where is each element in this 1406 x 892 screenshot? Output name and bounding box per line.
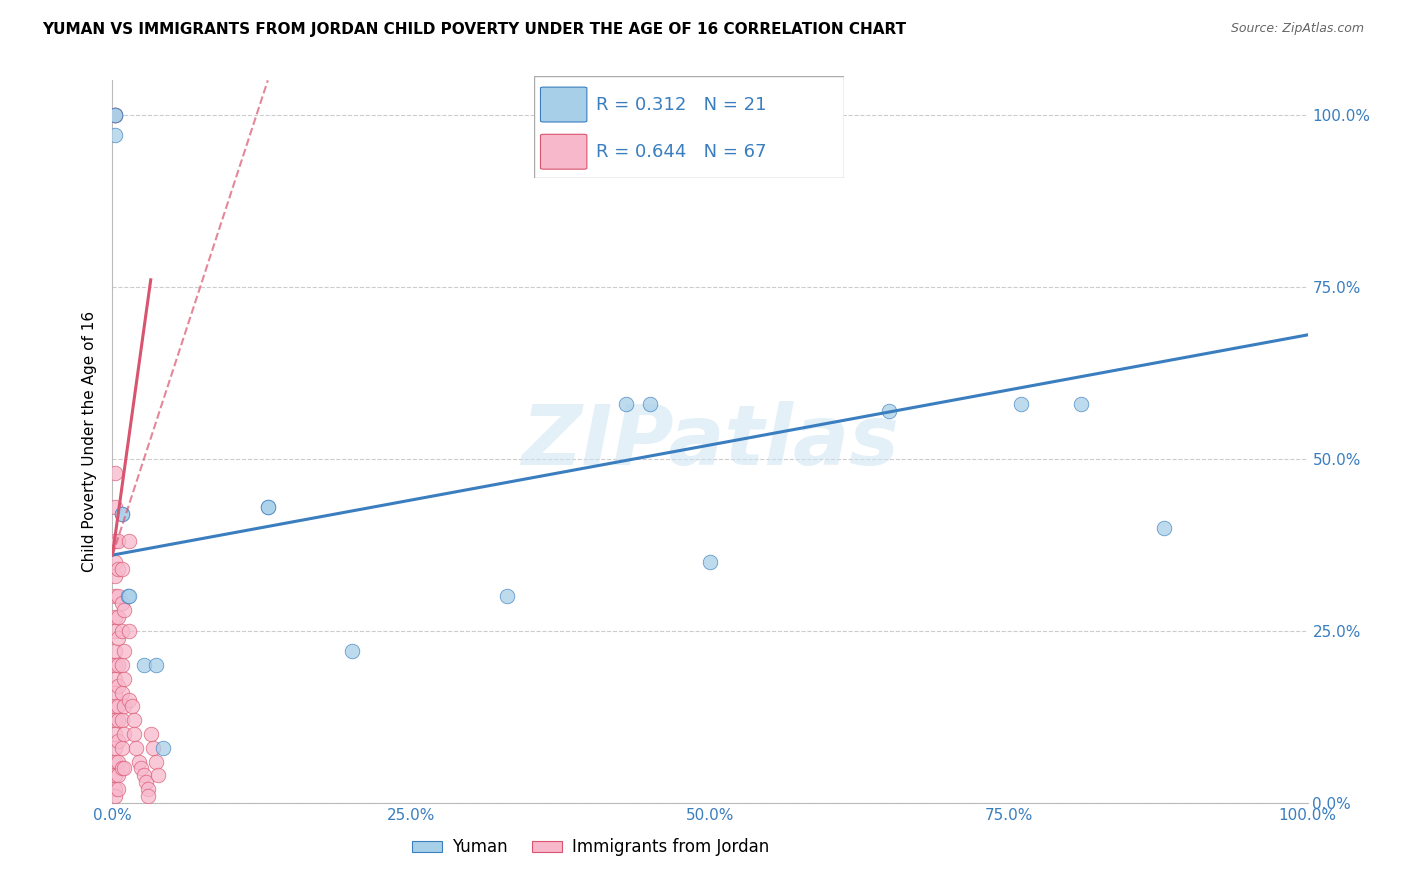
Point	[135, 775, 157, 789]
Point	[104, 740, 127, 755]
Point	[107, 534, 129, 549]
Point	[107, 782, 129, 797]
Point	[128, 755, 150, 769]
Point	[107, 610, 129, 624]
Point	[152, 740, 174, 755]
Point	[104, 624, 127, 638]
Point	[107, 631, 129, 645]
Point	[107, 734, 129, 748]
Point	[142, 740, 165, 755]
Point	[104, 568, 127, 582]
Point	[104, 672, 127, 686]
Point	[107, 713, 129, 727]
Point	[104, 108, 127, 122]
Text: R = 0.644   N = 67: R = 0.644 N = 67	[596, 143, 766, 161]
Point	[104, 644, 127, 658]
Point	[111, 596, 134, 610]
Point	[117, 590, 139, 604]
Point	[122, 727, 145, 741]
Point	[104, 590, 127, 604]
Point	[107, 679, 129, 693]
Point	[104, 108, 127, 122]
Point	[139, 727, 162, 741]
Point	[1010, 397, 1032, 411]
Point	[114, 727, 135, 741]
Point	[1153, 520, 1175, 534]
Point	[104, 610, 127, 624]
Point	[1070, 397, 1092, 411]
Point	[114, 603, 135, 617]
Point	[118, 534, 141, 549]
Point	[879, 403, 901, 417]
Point	[111, 761, 134, 775]
Point	[340, 644, 363, 658]
Point	[104, 555, 127, 569]
Point	[107, 699, 129, 714]
Point	[132, 768, 155, 782]
Point	[257, 500, 280, 514]
Point	[107, 562, 129, 576]
Point	[111, 658, 134, 673]
Point	[114, 699, 135, 714]
Point	[104, 108, 127, 122]
Point	[699, 555, 721, 569]
Point	[107, 658, 129, 673]
Text: R = 0.312   N = 21: R = 0.312 N = 21	[596, 95, 766, 113]
FancyBboxPatch shape	[540, 87, 586, 122]
Point	[114, 672, 135, 686]
Point	[104, 658, 127, 673]
Text: ZIPatlas: ZIPatlas	[522, 401, 898, 482]
Point	[107, 590, 129, 604]
Point	[138, 789, 160, 803]
Text: YUMAN VS IMMIGRANTS FROM JORDAN CHILD POVERTY UNDER THE AGE OF 16 CORRELATION CH: YUMAN VS IMMIGRANTS FROM JORDAN CHILD PO…	[42, 22, 907, 37]
Point	[104, 108, 127, 122]
Point	[132, 658, 155, 673]
Point	[104, 727, 127, 741]
Point	[111, 686, 134, 700]
FancyBboxPatch shape	[540, 135, 586, 169]
Point	[104, 128, 127, 143]
Point	[122, 713, 145, 727]
Point	[145, 755, 167, 769]
Point	[104, 768, 127, 782]
Point	[121, 699, 143, 714]
Point	[114, 761, 135, 775]
Point	[111, 624, 134, 638]
Point	[111, 740, 134, 755]
Point	[104, 534, 127, 549]
Point	[496, 590, 519, 604]
Point	[118, 624, 141, 638]
Point	[616, 397, 638, 411]
Point	[118, 590, 141, 604]
Text: Source: ZipAtlas.com: Source: ZipAtlas.com	[1230, 22, 1364, 36]
Point	[104, 713, 127, 727]
Point	[640, 397, 662, 411]
Point	[104, 466, 127, 480]
Point	[111, 507, 134, 521]
Point	[129, 761, 152, 775]
Point	[104, 755, 127, 769]
FancyBboxPatch shape	[534, 76, 844, 178]
Point	[111, 507, 134, 521]
Point	[118, 692, 141, 706]
Point	[107, 768, 129, 782]
Point	[145, 658, 167, 673]
Y-axis label: Child Poverty Under the Age of 16: Child Poverty Under the Age of 16	[82, 311, 97, 572]
Point	[125, 740, 148, 755]
Point	[146, 768, 169, 782]
Point	[257, 500, 280, 514]
Point	[104, 782, 127, 797]
Point	[111, 713, 134, 727]
Point	[104, 500, 127, 514]
Point	[114, 644, 135, 658]
Point	[138, 782, 160, 797]
Point	[111, 562, 134, 576]
Point	[104, 699, 127, 714]
Point	[104, 686, 127, 700]
Legend: Yuman, Immigrants from Jordan: Yuman, Immigrants from Jordan	[405, 831, 776, 863]
Point	[107, 755, 129, 769]
Point	[104, 789, 127, 803]
Point	[104, 108, 127, 122]
